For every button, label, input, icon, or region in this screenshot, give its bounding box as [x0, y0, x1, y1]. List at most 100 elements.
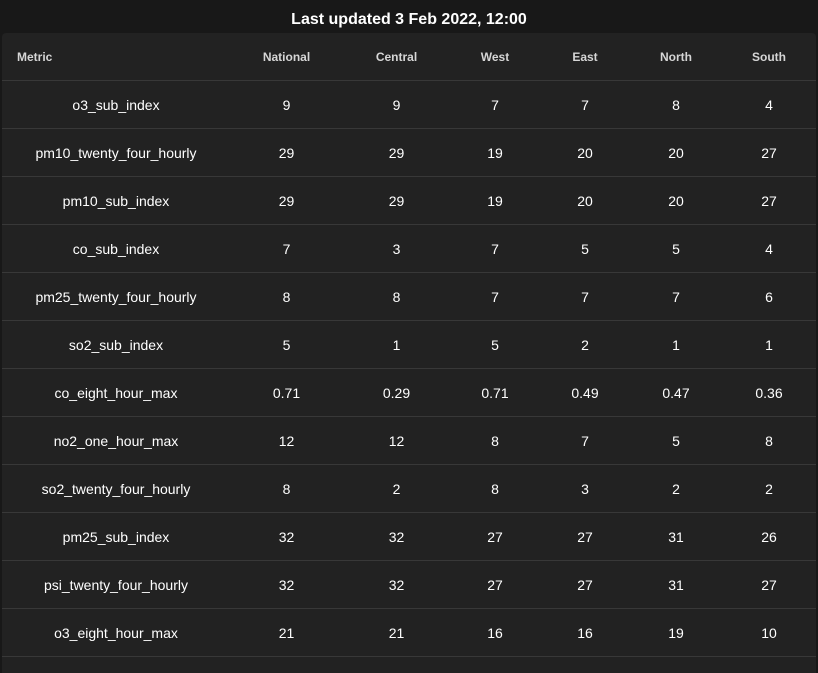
metric-name-cell: o3_eight_hour_max [2, 608, 230, 657]
table-row: no2_one_hour_max 12 12 8 7 5 8 [2, 416, 816, 465]
metric-name-cell: psi_twenty_four_hourly [2, 560, 230, 609]
value-cell: 31 [630, 512, 722, 561]
metric-name-cell: co_eight_hour_max [2, 368, 230, 417]
value-cell: 20 [540, 176, 630, 225]
metrics-table: Metric National Central West East North … [2, 33, 816, 657]
value-cell: 5 [230, 320, 343, 369]
value-cell: 2 [722, 464, 816, 513]
value-cell: 21 [230, 608, 343, 657]
table-header-row: Metric National Central West East North … [2, 33, 816, 81]
value-cell: 8 [630, 80, 722, 129]
column-header-north[interactable]: North [630, 33, 722, 81]
value-cell: 16 [450, 608, 540, 657]
metric-name-cell: pm10_sub_index [2, 176, 230, 225]
value-cell: 8 [230, 272, 343, 321]
table-row: co_eight_hour_max 0.71 0.29 0.71 0.49 0.… [2, 368, 816, 417]
value-cell: 29 [343, 128, 450, 177]
value-cell: 7 [450, 272, 540, 321]
value-cell: 19 [630, 608, 722, 657]
value-cell: 8 [343, 272, 450, 321]
value-cell: 32 [343, 512, 450, 561]
value-cell: 19 [450, 176, 540, 225]
value-cell: 7 [540, 416, 630, 465]
value-cell: 7 [540, 272, 630, 321]
metric-name-cell: o3_sub_index [2, 80, 230, 129]
table-row: co_sub_index 7 3 7 5 5 4 [2, 224, 816, 273]
column-header-metric[interactable]: Metric [2, 33, 230, 81]
value-cell: 7 [450, 80, 540, 129]
value-cell: 12 [343, 416, 450, 465]
value-cell: 7 [630, 272, 722, 321]
metric-name-cell: pm10_twenty_four_hourly [2, 128, 230, 177]
value-cell: 10 [722, 608, 816, 657]
value-cell: 0.71 [230, 368, 343, 417]
value-cell: 8 [230, 464, 343, 513]
metric-name-cell: co_sub_index [2, 224, 230, 273]
table-row: so2_twenty_four_hourly 8 2 8 3 2 2 [2, 464, 816, 513]
value-cell: 8 [722, 416, 816, 465]
value-cell: 16 [540, 608, 630, 657]
value-cell: 5 [540, 224, 630, 273]
value-cell: 2 [343, 464, 450, 513]
value-cell: 12 [230, 416, 343, 465]
value-cell: 27 [540, 560, 630, 609]
value-cell: 0.29 [343, 368, 450, 417]
value-cell: 7 [450, 224, 540, 273]
column-header-national[interactable]: National [230, 33, 343, 81]
value-cell: 19 [450, 128, 540, 177]
value-cell: 0.71 [450, 368, 540, 417]
value-cell: 0.47 [630, 368, 722, 417]
value-cell: 2 [540, 320, 630, 369]
value-cell: 9 [343, 80, 450, 129]
metric-name-cell: so2_twenty_four_hourly [2, 464, 230, 513]
value-cell: 20 [630, 128, 722, 177]
column-header-central[interactable]: Central [343, 33, 450, 81]
value-cell: 8 [450, 416, 540, 465]
value-cell: 2 [630, 464, 722, 513]
value-cell: 5 [450, 320, 540, 369]
value-cell: 3 [540, 464, 630, 513]
value-cell: 27 [450, 560, 540, 609]
value-cell: 0.49 [540, 368, 630, 417]
value-cell: 20 [630, 176, 722, 225]
value-cell: 27 [540, 512, 630, 561]
value-cell: 8 [450, 464, 540, 513]
column-header-east[interactable]: East [540, 33, 630, 81]
column-header-west[interactable]: West [450, 33, 540, 81]
value-cell: 27 [722, 560, 816, 609]
value-cell: 27 [722, 176, 816, 225]
value-cell: 21 [343, 608, 450, 657]
value-cell: 29 [230, 128, 343, 177]
table-row: o3_eight_hour_max 21 21 16 16 19 10 [2, 608, 816, 657]
value-cell: 1 [343, 320, 450, 369]
table-row: pm25_twenty_four_hourly 8 8 7 7 7 6 [2, 272, 816, 321]
value-cell: 3 [343, 224, 450, 273]
air-quality-card: Metric National Central West East North … [2, 33, 816, 673]
value-cell: 32 [230, 512, 343, 561]
value-cell: 31 [630, 560, 722, 609]
table-row: psi_twenty_four_hourly 32 32 27 27 31 27 [2, 560, 816, 609]
last-updated-title: Last updated 3 Feb 2022, 12:00 [291, 11, 527, 28]
metric-name-cell: pm25_sub_index [2, 512, 230, 561]
value-cell: 0.36 [722, 368, 816, 417]
page-header: Last updated 3 Feb 2022, 12:00 [0, 0, 818, 33]
table-row: so2_sub_index 5 1 5 2 1 1 [2, 320, 816, 369]
value-cell: 29 [230, 176, 343, 225]
value-cell: 4 [722, 80, 816, 129]
value-cell: 27 [450, 512, 540, 561]
metric-name-cell: so2_sub_index [2, 320, 230, 369]
value-cell: 9 [230, 80, 343, 129]
value-cell: 7 [230, 224, 343, 273]
value-cell: 32 [343, 560, 450, 609]
value-cell: 7 [540, 80, 630, 129]
value-cell: 5 [630, 416, 722, 465]
value-cell: 1 [630, 320, 722, 369]
value-cell: 32 [230, 560, 343, 609]
column-header-south[interactable]: South [722, 33, 816, 81]
table-row: pm10_twenty_four_hourly 29 29 19 20 20 2… [2, 128, 816, 177]
value-cell: 1 [722, 320, 816, 369]
value-cell: 4 [722, 224, 816, 273]
metric-name-cell: no2_one_hour_max [2, 416, 230, 465]
value-cell: 29 [343, 176, 450, 225]
value-cell: 6 [722, 272, 816, 321]
